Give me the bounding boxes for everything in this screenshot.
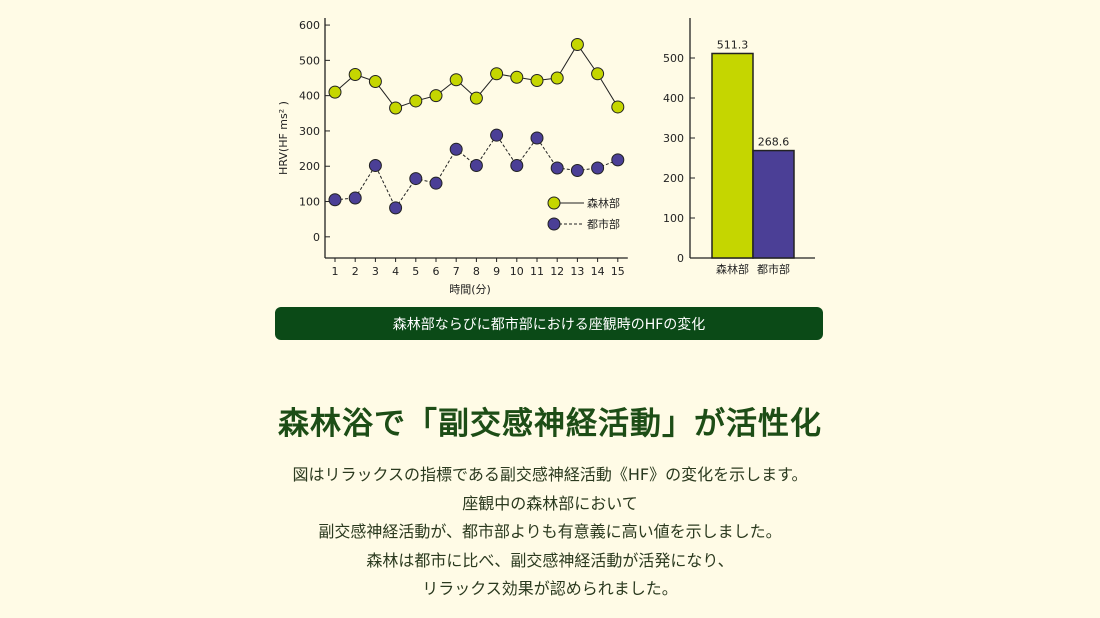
data-point <box>348 67 362 81</box>
x-tick-label: 9 <box>493 265 500 278</box>
y-tick-label: 200 <box>299 160 320 173</box>
y-tick-label: 600 <box>299 19 320 32</box>
y-tick-label: 300 <box>663 132 684 145</box>
data-point <box>348 191 362 205</box>
legend-label: 都市部 <box>587 217 620 231</box>
x-tick-label: 1 <box>332 265 339 278</box>
x-tick-label: 5 <box>412 265 419 278</box>
y-tick-label: 100 <box>299 196 320 209</box>
y-tick-label: 400 <box>663 92 684 105</box>
x-tick-label: 7 <box>453 265 460 278</box>
x-tick-label: 11 <box>530 265 544 278</box>
y-tick-label: 300 <box>299 125 320 138</box>
x-tick-label: 8 <box>473 265 480 278</box>
y-tick-label: 0 <box>677 252 684 265</box>
y-tick-label: 400 <box>299 90 320 103</box>
data-point <box>611 100 625 114</box>
bar <box>711 52 754 259</box>
data-point <box>449 142 463 156</box>
data-point <box>328 85 342 99</box>
data-point <box>469 159 483 173</box>
hf-bar-chart: 0 100 200 300 400 500 511.3 森林部 268.6 都市部 <box>663 18 815 276</box>
data-point <box>429 176 443 190</box>
data-point <box>328 193 342 207</box>
y-tick-label: 200 <box>663 172 684 185</box>
bar-value-label: 511.3 <box>717 38 749 51</box>
data-point <box>368 75 382 89</box>
data-point <box>469 91 483 105</box>
y-axis-label: HRV(HF ms² ) <box>277 101 290 175</box>
data-point <box>611 153 625 167</box>
data-point <box>368 159 382 173</box>
x-tick-label: 2 <box>352 265 359 278</box>
data-point <box>591 67 605 81</box>
description-line: リラックス効果が認められました。 <box>422 579 678 598</box>
data-point <box>570 37 584 51</box>
data-point <box>530 131 544 145</box>
chart-caption-text: 森林部ならびに都市部における座観時のHFの変化 <box>392 316 706 333</box>
x-axis-label: 時間(分) <box>449 283 491 296</box>
bar-category-label: 都市部 <box>757 262 790 276</box>
description-line: 副交感神経活動が、都市部よりも有意義に高い値を示しました。 <box>318 522 782 541</box>
data-point <box>510 159 524 173</box>
data-point <box>389 201 403 215</box>
legend-label: 森林部 <box>587 196 620 210</box>
y-tick-label: 500 <box>299 54 320 67</box>
description-line: 図はリラックスの指標である副交感神経活動《HF》の変化を示します。 <box>292 465 808 484</box>
x-tick-label: 15 <box>611 265 625 278</box>
data-point <box>550 71 564 85</box>
data-point <box>530 73 544 87</box>
legend-marker <box>547 217 561 231</box>
data-point <box>550 161 564 175</box>
chart-caption: 森林部ならびに都市部における座観時のHFの変化 <box>275 307 823 340</box>
data-point <box>510 70 524 84</box>
bar-category-label: 森林部 <box>716 262 749 276</box>
data-point <box>409 172 423 186</box>
y-tick-label: 100 <box>663 212 684 225</box>
x-tick-label: 14 <box>591 265 605 278</box>
data-point <box>490 67 504 81</box>
x-tick-label: 12 <box>550 265 564 278</box>
x-tick-label: 4 <box>392 265 399 278</box>
data-point <box>591 161 605 175</box>
legend-marker <box>547 196 561 210</box>
data-point <box>490 128 504 142</box>
x-tick-label: 10 <box>510 265 524 278</box>
x-tick-label: 6 <box>433 265 440 278</box>
y-tick-label: 0 <box>313 231 320 244</box>
description: 図はリラックスの指標である副交感神経活動《HF》の変化を示します。 座観中の森林… <box>0 461 1100 604</box>
x-tick-label: 3 <box>372 265 379 278</box>
data-point <box>449 73 463 87</box>
data-point <box>389 101 403 115</box>
data-point <box>570 163 584 177</box>
data-point <box>429 89 443 103</box>
bar-value-label: 268.6 <box>758 136 790 149</box>
y-tick-label: 500 <box>663 52 684 65</box>
data-point <box>409 94 423 108</box>
description-line: 森林は都市に比べ、副交感神経活動が活発になり、 <box>366 550 734 570</box>
description-line: 座観中の森林部において <box>462 493 638 513</box>
bar <box>752 149 795 259</box>
x-tick-label: 13 <box>570 265 584 278</box>
section-heading: 森林浴で「副交感神経活動」が活性化 <box>278 406 822 442</box>
